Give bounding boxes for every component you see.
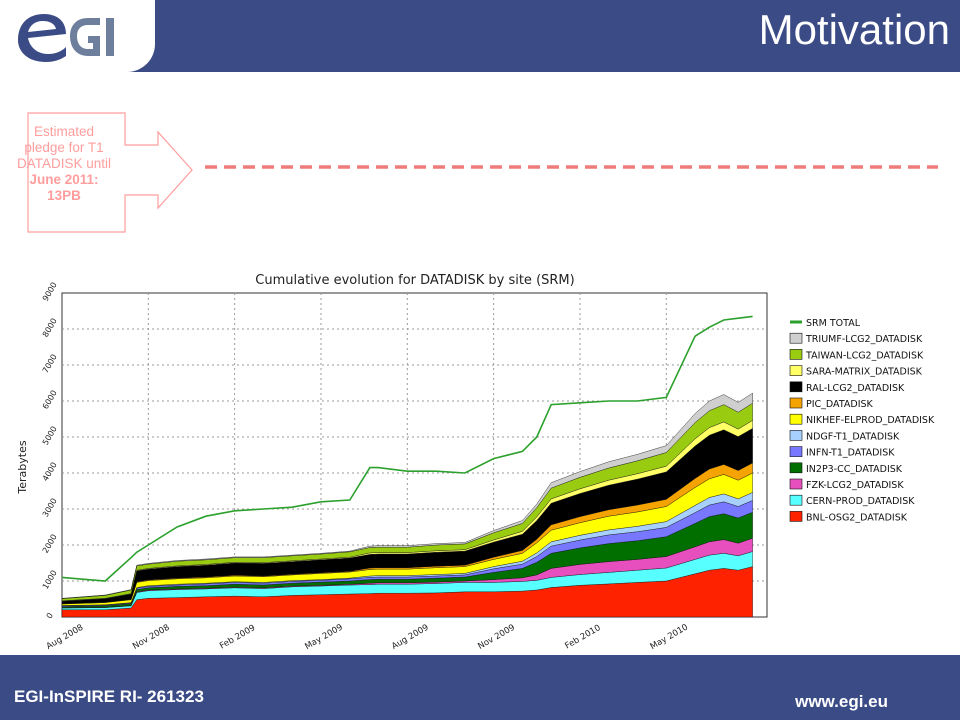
legend-swatch <box>789 381 803 393</box>
slide-title: Motivation <box>758 6 950 53</box>
x-tick-label: May 2010 <box>649 622 690 652</box>
y-tick-label: 0 <box>45 611 55 620</box>
legend-swatch <box>789 511 803 522</box>
header-bar <box>0 0 960 72</box>
callout-line-2: pledge for T1 <box>24 140 104 155</box>
area-series <box>61 392 753 599</box>
y-tick-label: 4000 <box>41 461 59 483</box>
chart-title: Cumulative evolution for DATADISK by sit… <box>255 273 574 288</box>
y-tick-label: 8000 <box>41 317 59 339</box>
callout-line-1: Estimated <box>33 124 95 139</box>
x-tick-label: Nov 2008 <box>131 623 171 652</box>
footer-bar <box>0 655 960 720</box>
pledge-dashed-line-layer <box>205 165 938 169</box>
y-axis-label: Terabytes <box>16 440 29 494</box>
egi-logo <box>0 0 155 72</box>
callout-line-4: June 2011: <box>29 172 99 187</box>
legend-swatch <box>789 365 803 376</box>
callout-line-3: DATADISK until <box>16 156 112 171</box>
legend-swatch <box>789 397 803 409</box>
legend-label: INFN-T1_DATADISK <box>806 448 895 459</box>
x-tick-label: Aug 2009 <box>390 623 430 652</box>
y-tick-label: 5000 <box>41 425 59 447</box>
legend-layer: SRM TOTAL TRIUMF-LCG2_DATADISK TAIWAN-LCG2… <box>789 318 935 523</box>
legend-swatch <box>789 478 803 490</box>
total-line <box>61 315 753 582</box>
y-tick-label: 6000 <box>41 389 59 411</box>
legend-label: NIKHEF-ELPROD_DATADISK <box>806 415 935 426</box>
legend-label: PIC_DATADISK <box>806 399 874 410</box>
legend-swatch <box>789 349 803 360</box>
legend-label: TAIWAN-LCG2_DATADISK <box>805 350 924 361</box>
y-tick-label: 1000 <box>41 569 59 591</box>
y-tick-label: 2000 <box>41 533 59 555</box>
chart-container: Cumulative evolution for DATADISK by sit… <box>0 262 960 655</box>
callout-line-5: 13PB <box>47 188 81 203</box>
legend-label: IN2P3-CC_DATADISK <box>806 464 903 475</box>
footer-project-id: EGI-InSPIRE RI- 261323 <box>14 687 204 706</box>
legend-label: FZK-LCG2_DATADISK <box>806 480 904 491</box>
legend-swatch <box>789 446 803 457</box>
legend-swatch <box>789 332 803 344</box>
legend-swatch <box>789 494 803 506</box>
footer-website: www.egi.eu <box>795 692 888 711</box>
pledge-callout <box>0 110 200 236</box>
datadisk-chart: Cumulative evolution for DATADISK by sit… <box>16 273 935 652</box>
x-tick-label: May 2009 <box>303 622 344 652</box>
legend-label: TRIUMF-LCG2_DATADISK <box>805 334 923 345</box>
x-tick-label: Feb 2009 <box>218 623 257 651</box>
legend-label: CERN-PROD_DATADISK <box>806 496 915 507</box>
legend-label: SARA-MATRIX_DATADISK <box>806 367 923 378</box>
x-tick-label: Nov 2009 <box>476 623 516 652</box>
callout-arrow-shape <box>27 112 193 233</box>
total-layer <box>61 315 753 582</box>
area-layer <box>61 392 753 618</box>
legend-swatch <box>789 462 803 474</box>
egi-logo-icon <box>18 14 114 62</box>
legend-swatch <box>789 430 803 441</box>
x-tick-label: Aug 2008 <box>45 623 85 652</box>
legend-swatch <box>789 413 803 425</box>
legend-label: RAL-LCG2_DATADISK <box>806 383 905 394</box>
y-tick-label: 3000 <box>41 497 59 519</box>
x-tick-label: Feb 2010 <box>563 623 602 651</box>
legend-label: BNL-OSG2_DATADISK <box>806 512 908 523</box>
legend-label: NDGF-T1_DATADISK <box>806 431 900 442</box>
y-tick-label: 7000 <box>41 353 59 375</box>
callout-text: Estimated pledge for T1 DATADISK until J… <box>2 124 126 204</box>
y-tick-label: 9000 <box>41 281 59 303</box>
legend-label: SRM TOTAL <box>806 318 861 329</box>
